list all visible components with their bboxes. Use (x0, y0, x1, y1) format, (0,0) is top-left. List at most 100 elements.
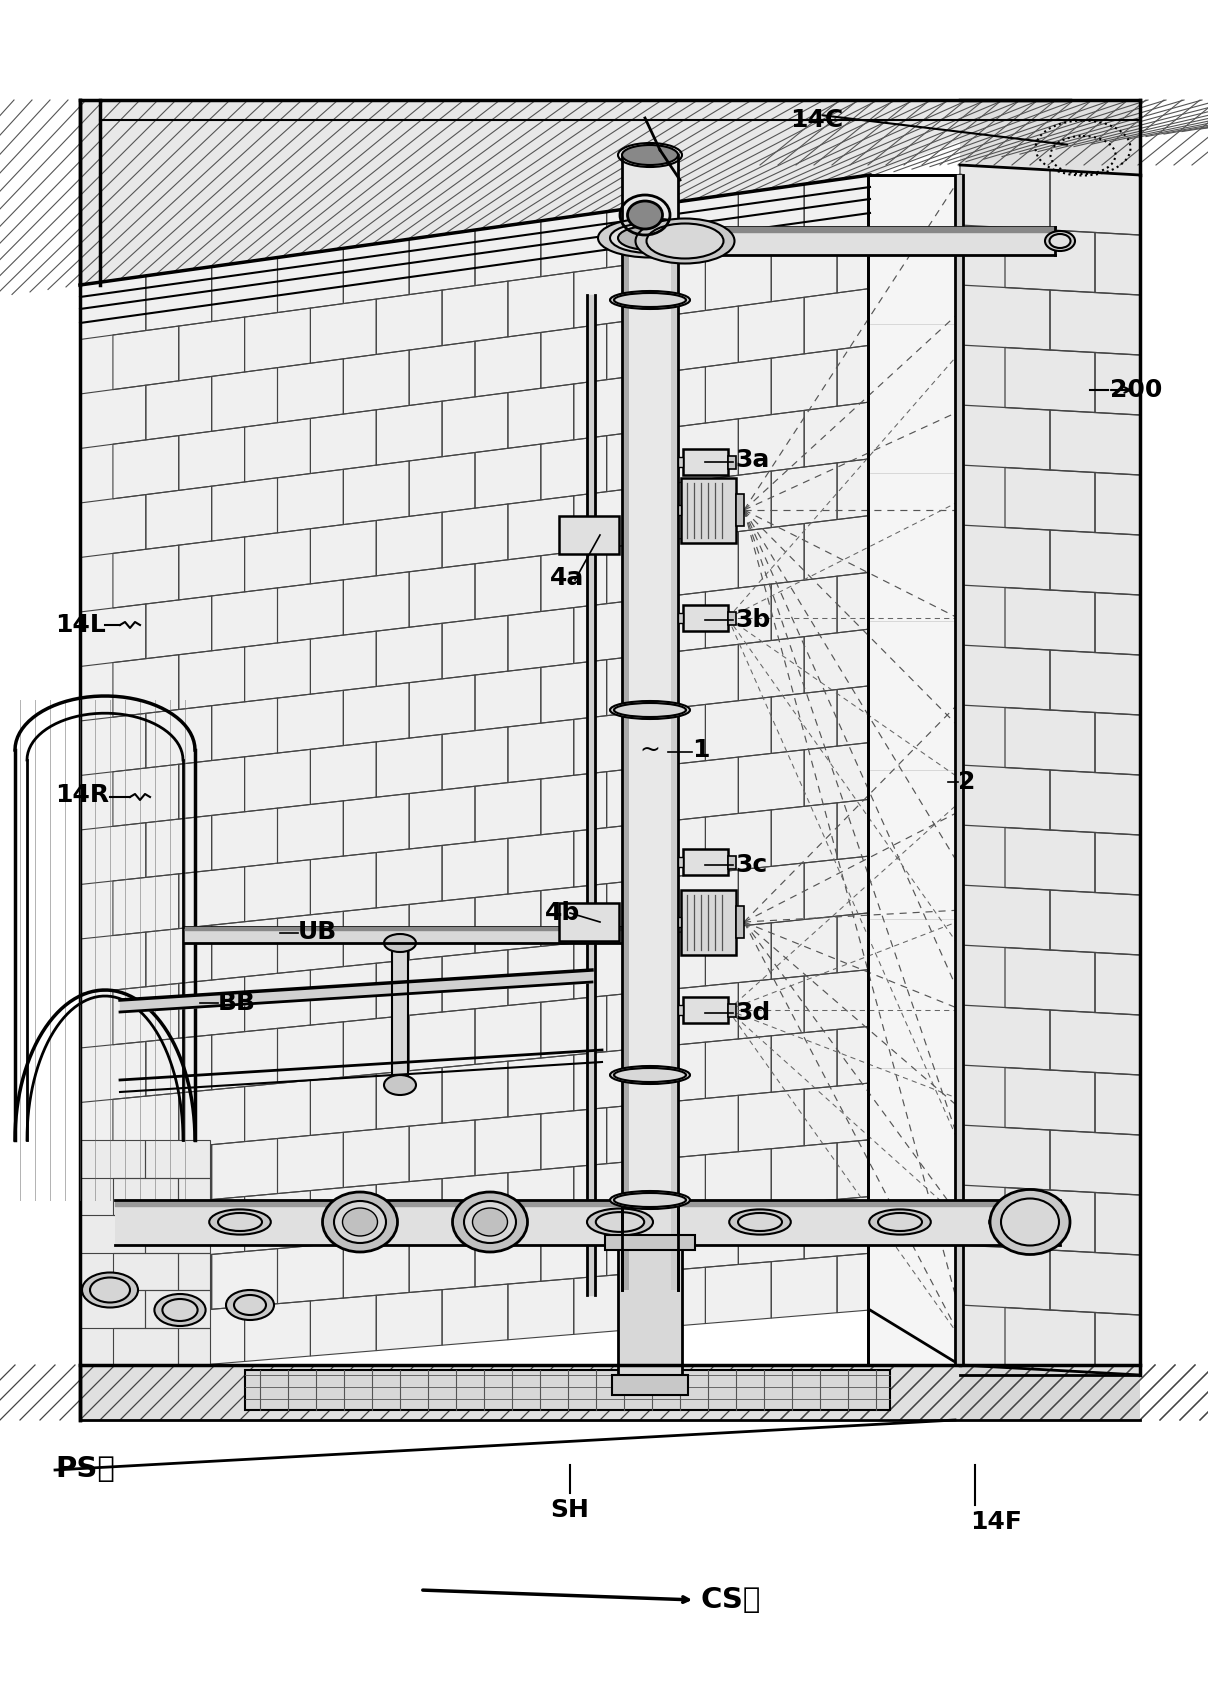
Ellipse shape (162, 1298, 198, 1320)
Bar (612, 1376, 689, 1394)
Bar (683, 997, 728, 1022)
Ellipse shape (610, 1066, 690, 1084)
Text: 3a: 3a (734, 448, 769, 472)
Ellipse shape (1045, 231, 1075, 251)
Bar (869, 175, 960, 1366)
Ellipse shape (622, 145, 678, 165)
Text: 4a: 4a (550, 566, 585, 589)
Bar (678, 613, 683, 623)
Bar (559, 515, 618, 554)
Ellipse shape (209, 1209, 271, 1234)
Bar (245, 1371, 890, 1410)
Ellipse shape (610, 291, 690, 308)
Bar (622, 1201, 678, 1290)
Bar (559, 903, 618, 941)
Text: 1: 1 (692, 738, 709, 761)
Text: CS側: CS側 (699, 1586, 760, 1613)
Ellipse shape (323, 1192, 397, 1251)
Bar (683, 450, 728, 475)
Polygon shape (80, 175, 870, 1376)
Bar (728, 611, 736, 625)
Text: 14F: 14F (970, 1511, 1022, 1534)
Text: 4b: 4b (545, 901, 580, 925)
Text: 2: 2 (958, 770, 975, 793)
Bar (728, 1004, 736, 1017)
Bar (605, 1234, 695, 1250)
Ellipse shape (234, 1295, 266, 1315)
Ellipse shape (467, 1212, 512, 1231)
Bar (678, 857, 683, 867)
Text: BB: BB (217, 990, 256, 1015)
Text: 200: 200 (1110, 377, 1162, 402)
Ellipse shape (614, 702, 686, 717)
Polygon shape (80, 99, 1070, 285)
Polygon shape (960, 99, 1140, 175)
Ellipse shape (598, 219, 702, 258)
Ellipse shape (614, 293, 686, 306)
Ellipse shape (384, 1074, 416, 1095)
Ellipse shape (338, 1212, 382, 1231)
Bar (678, 1005, 683, 1015)
Bar (683, 605, 728, 632)
Ellipse shape (155, 1293, 205, 1325)
Ellipse shape (459, 1209, 521, 1234)
Ellipse shape (343, 1207, 378, 1236)
Ellipse shape (453, 1192, 528, 1251)
Ellipse shape (82, 1273, 138, 1307)
Polygon shape (80, 1140, 210, 1366)
Bar (683, 849, 728, 876)
Bar (681, 478, 736, 542)
Ellipse shape (627, 200, 662, 229)
Text: 14C: 14C (790, 108, 843, 131)
Ellipse shape (1001, 1199, 1059, 1246)
Ellipse shape (870, 1209, 931, 1234)
Ellipse shape (614, 1192, 686, 1207)
Text: 3d: 3d (734, 1000, 771, 1026)
Polygon shape (80, 1366, 1140, 1420)
Bar (622, 241, 678, 1290)
Ellipse shape (333, 1201, 387, 1243)
Ellipse shape (610, 701, 690, 719)
Ellipse shape (635, 219, 734, 263)
Ellipse shape (596, 1212, 644, 1233)
Bar (681, 891, 736, 955)
Bar (736, 493, 744, 525)
Text: UB: UB (298, 919, 337, 945)
Ellipse shape (614, 1068, 686, 1083)
Ellipse shape (226, 1290, 274, 1320)
Ellipse shape (878, 1212, 922, 1231)
Text: ~: ~ (639, 738, 660, 761)
Bar (115, 1201, 1059, 1244)
Bar (670, 241, 678, 1290)
Polygon shape (960, 165, 1140, 1376)
Bar (678, 456, 683, 466)
Ellipse shape (989, 1209, 1051, 1234)
Text: SH: SH (551, 1499, 590, 1522)
Ellipse shape (464, 1201, 516, 1243)
Ellipse shape (991, 1189, 1070, 1255)
Text: 14L: 14L (56, 613, 106, 637)
Ellipse shape (610, 222, 690, 253)
Ellipse shape (1050, 234, 1070, 248)
Ellipse shape (730, 1209, 791, 1234)
Bar (622, 155, 678, 241)
Ellipse shape (738, 1212, 782, 1231)
Ellipse shape (330, 1209, 391, 1234)
Ellipse shape (384, 935, 416, 951)
Bar (736, 906, 744, 938)
Text: 14R: 14R (56, 783, 109, 807)
Bar (728, 855, 736, 869)
Ellipse shape (472, 1207, 507, 1236)
Text: 3c: 3c (734, 854, 767, 877)
Polygon shape (960, 1366, 1140, 1420)
Ellipse shape (91, 1278, 130, 1302)
Ellipse shape (587, 1209, 654, 1236)
Ellipse shape (998, 1212, 1043, 1231)
Ellipse shape (610, 1191, 690, 1209)
Bar (728, 456, 736, 470)
Bar (622, 241, 629, 1290)
Bar (618, 1244, 683, 1389)
Bar (678, 505, 681, 515)
Ellipse shape (217, 1212, 262, 1231)
Ellipse shape (646, 224, 724, 259)
